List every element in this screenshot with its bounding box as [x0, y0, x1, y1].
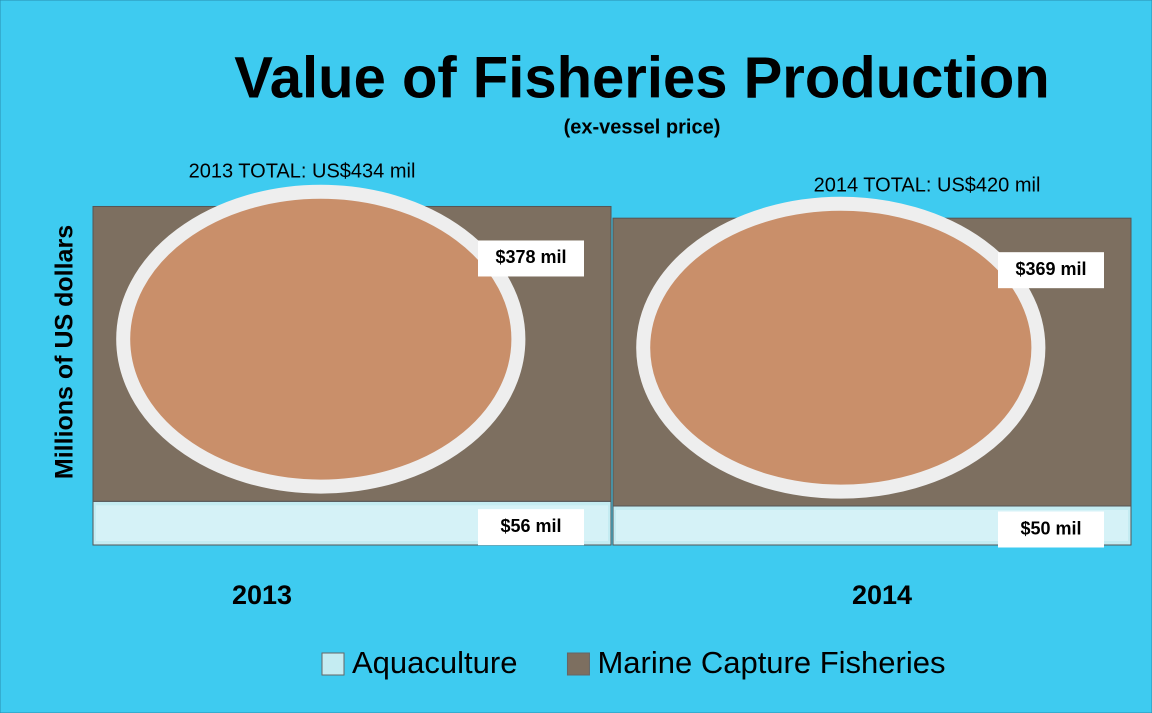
legend-label: Aquaculture: [352, 645, 517, 680]
chart: Value of Fisheries Production (ex-vessel…: [0, 0, 1152, 713]
chart-title: Value of Fisheries Production: [234, 45, 1049, 110]
x-tick-label: 2014: [852, 580, 912, 610]
value-label: $50 mil: [1020, 518, 1081, 538]
legend-swatch: [567, 653, 589, 675]
value-label: $56 mil: [500, 516, 561, 536]
y-axis-label: Millions of US dollars: [51, 225, 79, 479]
total-annotation: 2014 TOTAL: US$420 mil: [814, 174, 1041, 196]
x-tick-label: 2013: [232, 580, 292, 610]
value-label: $378 mil: [495, 247, 566, 267]
total-annotation: 2013 TOTAL: US$434 mil: [189, 160, 416, 182]
legend-label: Marine Capture Fisheries: [597, 645, 945, 680]
chart-subtitle: (ex-vessel price): [564, 116, 721, 138]
value-label: $369 mil: [1015, 259, 1086, 279]
legend-swatch: [322, 653, 344, 675]
